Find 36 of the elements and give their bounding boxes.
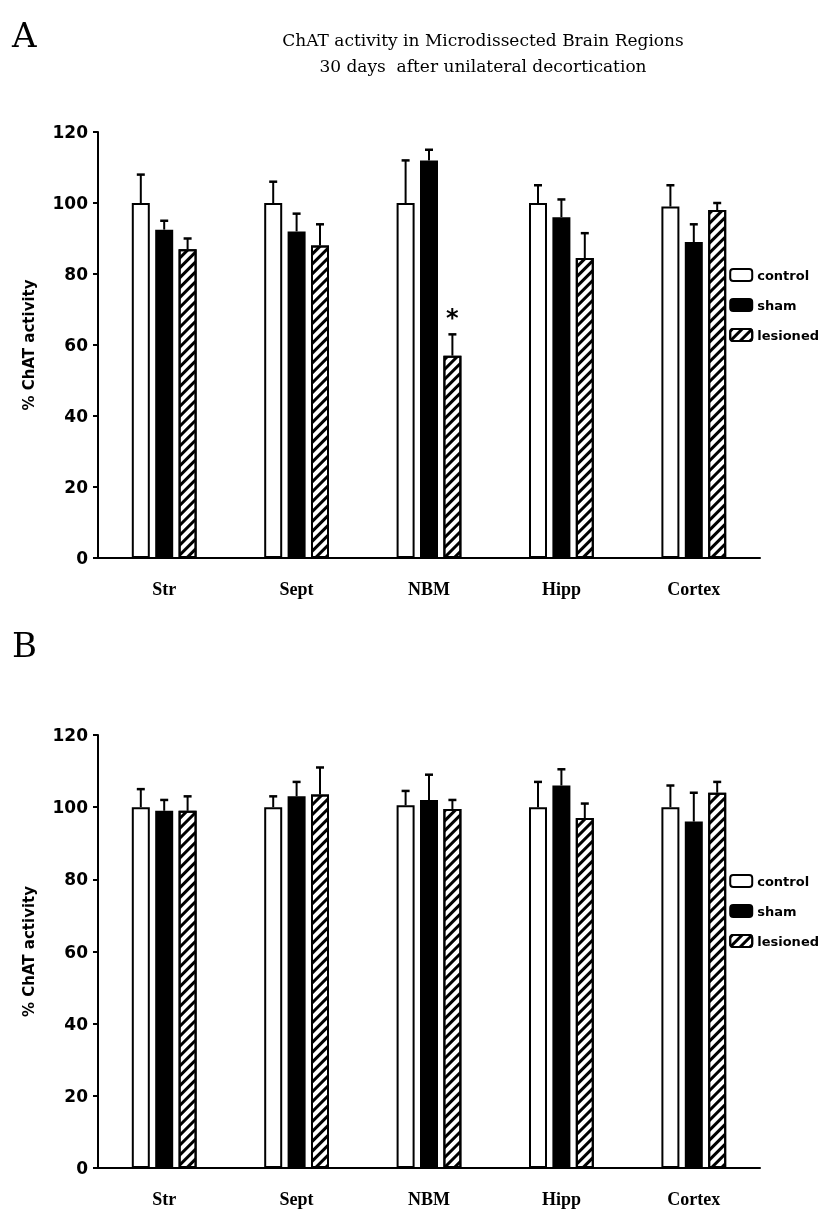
y-tick-label: 40 bbox=[64, 1013, 89, 1034]
y-tick-label: 20 bbox=[64, 1085, 89, 1106]
x-tick-label: Sept bbox=[279, 1189, 314, 1209]
y-tick-label: 120 bbox=[52, 725, 89, 745]
legend-label: sham bbox=[757, 297, 797, 313]
y-tick-label: 20 bbox=[64, 477, 89, 497]
y-tick-label: 60 bbox=[64, 941, 89, 962]
legend-label: control bbox=[757, 267, 810, 283]
y-tick-label: 80 bbox=[64, 264, 89, 284]
x-tick-label: Hipp bbox=[541, 1189, 581, 1209]
legend-label: lesioned bbox=[757, 933, 820, 949]
x-tick-label: Hipp bbox=[541, 579, 581, 599]
legend-label: sham bbox=[757, 903, 797, 919]
x-tick-label: Sept bbox=[279, 579, 314, 599]
y-tick-label: 100 bbox=[52, 797, 89, 818]
y-tick-label: 40 bbox=[64, 406, 89, 426]
y-axis-title: % ChAT activity bbox=[19, 279, 38, 411]
x-tick-label: NBM bbox=[408, 1189, 450, 1209]
chart-title: ChAT activity in Microdissected Brain Regions 30 days after unilateral decortication bbox=[282, 30, 684, 76]
x-tick-label: Cortex bbox=[667, 579, 721, 599]
legend-label: control bbox=[757, 873, 810, 889]
y-tick-label: 100 bbox=[52, 193, 89, 213]
y-tick-label: 0 bbox=[76, 1158, 89, 1178]
legend-label: lesioned bbox=[757, 327, 820, 343]
x-tick-label: Cortex bbox=[667, 1189, 721, 1209]
x-tick-label: Str bbox=[152, 579, 177, 599]
y-tick-label: 60 bbox=[64, 335, 89, 355]
x-tick-label: NBM bbox=[408, 579, 450, 599]
y-tick-label: 0 bbox=[76, 548, 89, 568]
y-axis-title: % ChAT activity bbox=[19, 885, 38, 1018]
text: A bbox=[11, 15, 37, 55]
y-tick-label: 80 bbox=[64, 869, 89, 890]
x-tick-label: Str bbox=[152, 1189, 177, 1209]
text: B bbox=[12, 625, 37, 665]
annotation: * bbox=[446, 304, 460, 333]
y-tick-label: 120 bbox=[52, 122, 89, 142]
